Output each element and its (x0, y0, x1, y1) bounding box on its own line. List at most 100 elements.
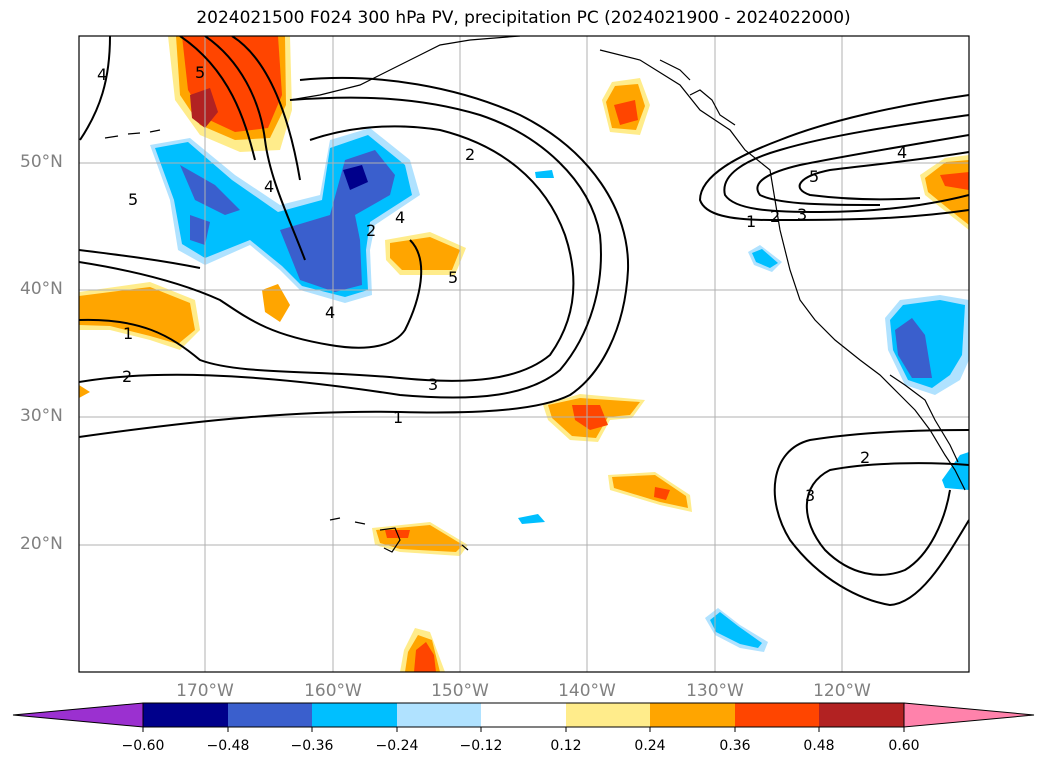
precip-positive-area (612, 475, 688, 508)
pv-contour-1 (79, 76, 630, 438)
contour-label: 1 (746, 212, 756, 231)
lon-label: 130°W (686, 681, 744, 701)
contour-label: 5 (809, 167, 819, 186)
colorbar-bin (143, 703, 228, 727)
colorbar-bin (228, 703, 312, 727)
baja-coastline (889, 374, 959, 463)
lon-label: 140°W (558, 681, 616, 701)
aleutian-islands (104, 129, 161, 139)
contour-label: 2 (366, 221, 376, 240)
contour-label: 4 (897, 143, 907, 162)
pv-contour-6-west (231, 36, 301, 181)
precip-positive-area (940, 172, 969, 190)
colorbar-bin (735, 703, 819, 727)
precip-negative-area (895, 318, 932, 378)
contour-label: 2 (860, 448, 870, 467)
pv-contours (79, 36, 969, 607)
contour-label: 1 (393, 408, 403, 427)
colorbar-tick-label: −0.36 (290, 738, 334, 754)
contour-label: 4 (97, 65, 107, 84)
contour-label: 3 (805, 486, 815, 505)
lat-label: 40°N (20, 279, 63, 299)
colorbar-bin (566, 703, 650, 727)
pv-contour-3 (79, 125, 575, 382)
colorbar-bin (650, 703, 735, 727)
precip-positive-area (390, 237, 460, 270)
contour-label: 3 (428, 375, 438, 394)
precip-positive-area (190, 88, 218, 128)
precip-shading (79, 36, 969, 672)
map-area: 1 3 2 1 2 4 4 2 5 5 4 5 4 1 2 3 5 4 2 3 (79, 36, 969, 672)
map-frame (78, 35, 970, 673)
precip-negative-area (535, 170, 554, 178)
pv-contour-5 (79, 249, 201, 269)
lat-label: 30°N (20, 406, 63, 426)
contour-label: 5 (195, 63, 205, 82)
precip-negative-area (343, 165, 368, 190)
precip-negative-area (180, 165, 240, 215)
colorbar-ticks (142, 727, 905, 732)
pv-contour-3-south (805, 462, 969, 576)
contour-label: 2 (122, 367, 132, 386)
pv-contour-3-east (756, 134, 969, 206)
pv-contour-4-west-1 (79, 36, 111, 141)
colorbar-extend-low (12, 702, 144, 728)
precip-positive-area (262, 284, 290, 322)
precip-negative-area (752, 249, 778, 268)
contour-label: 5 (128, 190, 138, 209)
pv-contour-4-east (798, 151, 969, 201)
pv-contour-1-east (698, 94, 969, 222)
precip-negative-area (710, 612, 762, 648)
precip-positive-area (614, 100, 638, 125)
contour-label: 3 (797, 205, 807, 224)
colorbar-tick-label: 0.48 (803, 738, 835, 754)
lat-label: 50°N (20, 152, 63, 172)
colorbar-tick-label: −0.24 (375, 738, 419, 754)
colorbar-bin (312, 703, 397, 727)
colorbar-tick-label: −0.48 (206, 738, 250, 754)
colorbar-bin (397, 703, 481, 727)
colorbar-tick-label: −0.60 (121, 738, 165, 754)
lon-label: 160°W (304, 681, 362, 701)
coastlines (104, 36, 966, 553)
colorbar-tick-label: 0.12 (550, 738, 582, 754)
pv-contour-4 (79, 239, 423, 349)
contour-label: 4 (264, 177, 274, 196)
north-america-coastline (289, 36, 966, 491)
pv-contour-2 (79, 96, 602, 399)
precip-negative-area (518, 514, 545, 524)
contour-labels: 1 3 2 1 2 4 4 2 5 5 4 5 4 1 2 3 5 4 2 3 (97, 63, 907, 505)
coastal-islands (659, 59, 736, 126)
precip-positive-area (79, 385, 90, 398)
precip-positive-area (654, 487, 670, 500)
precip-positive-area (79, 287, 195, 344)
colorbar-bin (819, 703, 904, 727)
colorbar-tick-label: 0.36 (719, 738, 751, 754)
hawaii-islands (329, 517, 469, 553)
pv-contour-5-west (179, 36, 256, 161)
lat-label: 20°N (20, 534, 63, 554)
colorbar-frame (142, 702, 905, 728)
lon-label: 120°W (813, 681, 871, 701)
colorbar (12, 702, 1035, 732)
contour-label: 4 (395, 208, 405, 227)
colorbar-tick-label: 0.24 (634, 738, 666, 754)
map-title: 2024021500 F024 300 hPa PV, precipitatio… (196, 8, 851, 28)
contour-label: 2 (770, 207, 780, 226)
pv-contour-2-south (773, 429, 969, 607)
contour-label: 4 (325, 303, 335, 322)
contour-label: 1 (123, 324, 133, 343)
colorbar-tick-label: −0.12 (459, 738, 503, 754)
pv-contour-2-east (723, 114, 969, 214)
precip-positive-area (414, 642, 436, 672)
colorbar-bin (481, 703, 566, 727)
precip-negative-area (280, 150, 395, 292)
pv-contour-4-west-2 (204, 36, 306, 261)
lon-label: 150°W (431, 681, 489, 701)
colorbar-extend-high (903, 702, 1035, 728)
contour-label: 5 (448, 268, 458, 287)
contour-label: 2 (465, 145, 475, 164)
lon-label: 170°W (176, 681, 234, 701)
colorbar-tick-label: 0.60 (888, 738, 920, 754)
